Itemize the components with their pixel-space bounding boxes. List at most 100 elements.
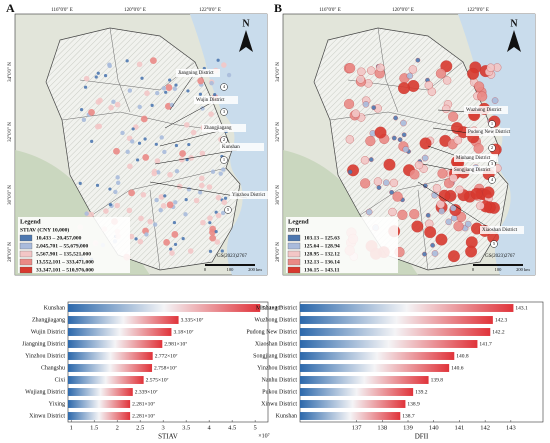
north-arrow — [239, 30, 253, 52]
map-dot — [171, 231, 179, 238]
map-dot — [209, 80, 214, 86]
category-label: Xinwu District — [261, 401, 297, 407]
map-dot — [206, 184, 213, 190]
map-dot — [424, 226, 437, 239]
map-dot — [178, 156, 185, 163]
x-tick-label: 139 — [403, 424, 413, 431]
map-dot — [421, 154, 429, 162]
map-dot — [181, 237, 185, 241]
map-dot — [127, 88, 133, 93]
lon-label: 116°0'0" E — [319, 8, 341, 13]
legend-swatch — [19, 234, 33, 242]
lat-label: 30°0'0" N — [276, 185, 281, 205]
map-dot — [220, 210, 226, 216]
map-dot — [174, 169, 180, 174]
district-number-ring — [488, 120, 496, 128]
bar — [300, 364, 450, 372]
map-dot — [187, 142, 191, 147]
map-dot — [424, 81, 433, 90]
map-dot — [167, 171, 173, 178]
map-dot — [464, 220, 472, 228]
legend-subtitle: DFII — [288, 227, 300, 233]
district-label: Pudong New District — [468, 130, 511, 135]
map-dot — [174, 83, 178, 87]
map-dot — [360, 156, 370, 165]
leader-line — [154, 149, 238, 165]
bar — [68, 412, 131, 420]
category-label: Jiangning District — [22, 341, 65, 347]
north-label: N — [510, 18, 518, 29]
map-dot — [126, 207, 133, 214]
map-dot — [144, 90, 150, 97]
map-dot — [200, 219, 206, 226]
map-dot — [365, 208, 373, 216]
district-number: 4 — [223, 84, 226, 89]
map-dot — [397, 209, 408, 220]
map-dot — [142, 154, 150, 161]
map-dot — [208, 111, 214, 117]
legend-swatch — [19, 242, 33, 250]
lat-label: 28°0'0" N — [276, 242, 281, 262]
bar — [300, 328, 491, 336]
district-number-ring — [220, 83, 228, 91]
lat-label: 34°0'0" N — [276, 62, 281, 82]
value-label: 3.18×10⁷ — [173, 329, 193, 335]
map-dot — [166, 201, 174, 209]
map-dot — [155, 90, 160, 96]
category-label: Kunshan — [276, 413, 297, 419]
legend-label: 103.13 – 125.63 — [304, 235, 340, 241]
map-dot — [108, 202, 113, 207]
map-dot — [388, 207, 397, 217]
map-dot — [435, 68, 447, 79]
map-dot — [402, 146, 410, 153]
map-dot — [151, 170, 158, 177]
map-dot — [144, 232, 149, 237]
legend-label: 125.64 – 128.94 — [304, 243, 340, 249]
map-dot — [114, 202, 121, 209]
map-dot — [455, 185, 464, 194]
map-dot — [392, 191, 403, 202]
x-tick-label: 2 — [116, 424, 119, 431]
map-dot — [449, 173, 458, 183]
map-dot — [198, 182, 205, 189]
lat-label: 32°0'0" N — [8, 122, 13, 142]
district-box — [464, 106, 508, 114]
boundary — [377, 27, 399, 113]
map-dot — [134, 237, 138, 241]
lon-label: 120°0'0" E — [392, 8, 414, 13]
district-label: Zhangjiagang — [204, 126, 232, 131]
map-dot — [467, 67, 479, 80]
study-region — [45, 27, 241, 271]
value-label: 3.335×10⁷ — [181, 317, 204, 323]
district-number-ring — [224, 206, 232, 214]
map-dot — [113, 189, 118, 195]
map-dot — [174, 143, 179, 148]
map-dot — [207, 215, 213, 221]
map-dot — [136, 61, 143, 68]
map-dot — [137, 238, 144, 245]
map-dot — [435, 233, 448, 246]
district-box — [220, 143, 264, 151]
map-dot — [172, 86, 178, 92]
approval-label: GS(2023)2767 — [485, 254, 515, 259]
x-tick-label: 143 — [506, 424, 516, 431]
district-number: 5 — [227, 207, 230, 212]
leader-line — [169, 75, 194, 111]
map-dot — [453, 136, 463, 145]
map-dot — [169, 250, 175, 256]
category-label: Wujiang District — [25, 389, 65, 395]
value-label: 2.772×10⁷ — [155, 353, 178, 359]
plot-frame — [67, 301, 269, 423]
map-dot — [419, 137, 432, 150]
map-dot — [214, 239, 221, 245]
map-dot — [221, 199, 228, 206]
map-dot — [108, 104, 114, 111]
x-multiplier: ×10⁷ — [258, 433, 269, 439]
district-number-ring — [490, 240, 498, 248]
map-dot — [376, 185, 382, 190]
scale-bar — [473, 264, 523, 266]
map-dot — [409, 209, 420, 220]
district-label: Wuzhong District — [466, 108, 502, 113]
map-dot — [163, 238, 171, 246]
